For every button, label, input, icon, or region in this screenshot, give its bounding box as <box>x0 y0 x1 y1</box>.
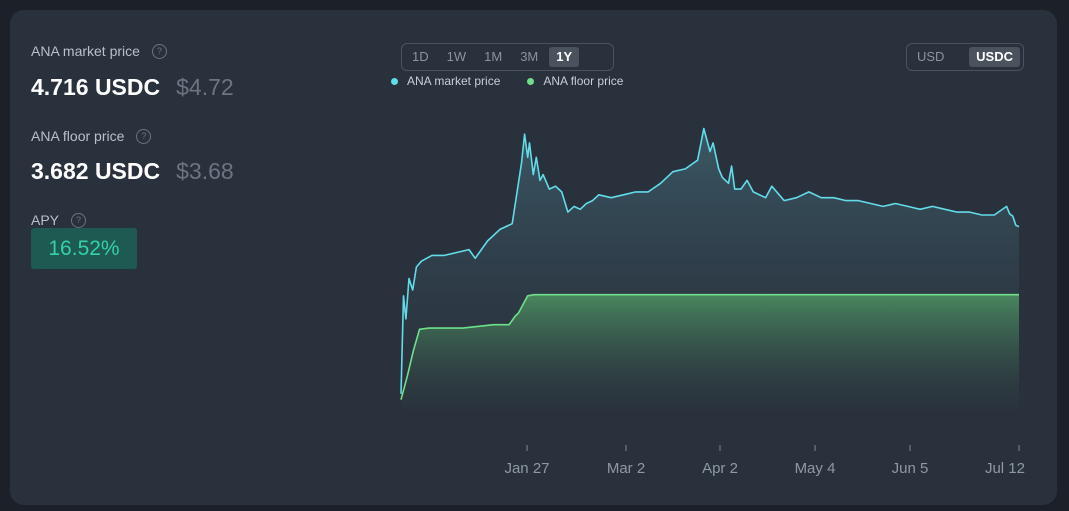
chart-legend: ANA market price ANA floor price <box>391 74 623 88</box>
currency-option-usdc[interactable]: USDC <box>969 47 1020 67</box>
range-option-3m[interactable]: 3M <box>520 49 539 64</box>
floor-price-usd: $3.68 <box>176 158 234 184</box>
floor-price-line <box>400 293 1019 400</box>
x-axis-tick-label: Jun 5 <box>892 460 929 477</box>
range-option-1w[interactable]: 1W <box>446 49 467 64</box>
currency-option-usd[interactable]: USD <box>917 49 945 64</box>
apy-label-text: APY <box>31 212 60 228</box>
range-option-1y[interactable]: 1Y <box>549 47 580 67</box>
legend-dot-floor <box>527 77 535 85</box>
time-range-selector: 1D 1W 1M 3M 1Y <box>401 43 614 71</box>
floor-price-value: 3.682 USDC $3.68 <box>31 158 234 185</box>
legend-item-floor: ANA floor price <box>527 74 623 88</box>
currency-selector: USD USDC <box>906 43 1024 71</box>
floor-price-label: ANA floor price ? <box>31 128 152 144</box>
help-icon[interactable]: ? <box>71 212 87 228</box>
market-price-usd: $4.72 <box>176 74 234 100</box>
range-option-1d[interactable]: 1D <box>412 49 429 64</box>
x-axis-tick-label: Jan 27 <box>504 460 549 477</box>
help-icon[interactable]: ? <box>136 128 152 144</box>
range-option-1m[interactable]: 1M <box>484 49 503 64</box>
market-price-label-text: ANA market price <box>31 43 140 59</box>
legend-label-floor: ANA floor price <box>543 74 624 88</box>
legend-label-market: ANA market price <box>407 74 501 88</box>
legend-dot-market <box>391 77 398 85</box>
floor-price-label-text: ANA floor price <box>31 128 125 144</box>
x-axis-tick-label: Jul 12 <box>985 460 1025 477</box>
x-axis-tick-label: May 4 <box>795 460 836 477</box>
floor-price-usdc: 3.682 USDC <box>31 158 161 184</box>
x-axis-tick-label: Apr 2 <box>702 460 738 477</box>
apy-badge: 16.52% <box>31 228 137 269</box>
apy-label: APY ? <box>31 212 87 228</box>
help-icon[interactable]: ? <box>151 43 167 59</box>
market-price-usdc: 4.716 USDC <box>31 74 161 100</box>
legend-item-market: ANA market price <box>391 74 500 88</box>
x-axis-tick-label: Mar 2 <box>607 460 645 477</box>
market-price-value: 4.716 USDC $4.72 <box>31 74 234 101</box>
floor-price-area <box>401 294 1019 417</box>
market-price-label: ANA market price ? <box>31 43 167 59</box>
market-price-line <box>400 127 1020 394</box>
